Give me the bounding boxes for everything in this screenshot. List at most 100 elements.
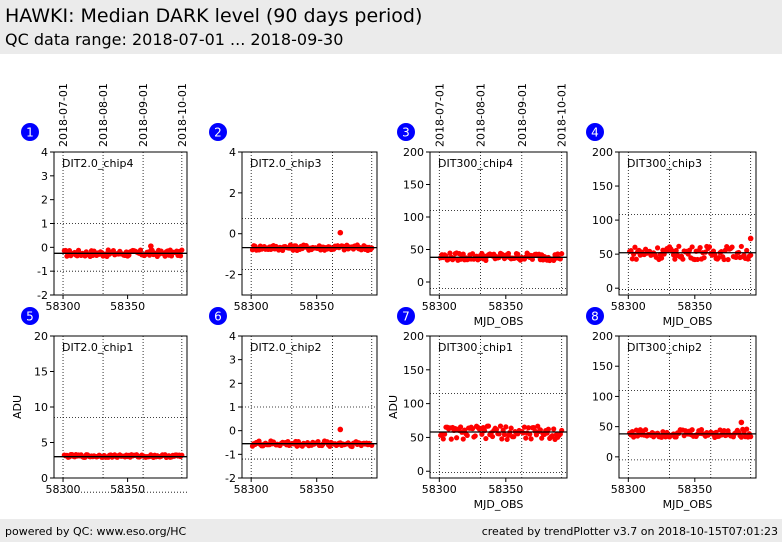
chart-panel-3: 0 50 100 150 200 58300 58350 MJD_OBS DIT300_chip… [397,83,569,328]
chart-panel-5: 0 5 10 15 20 58300 58350 ADU DIT2.0_chip1 5 [11,307,188,496]
x-tick-label: 58300 [422,300,457,313]
data-point [660,429,666,435]
panel-index-badge [21,307,39,325]
data-point [290,247,296,253]
data-point [537,427,543,433]
axes-frame [429,151,568,296]
y-tick-label: 50 [410,431,424,444]
data-point [744,426,750,432]
x-axis-label: MJD_OBS [474,498,524,511]
report-header: HAWKI: Median DARK level (90 days period… [0,0,782,54]
data-point [472,433,478,439]
data-point [521,424,528,430]
data-point [744,247,750,254]
data-point [545,426,551,432]
data-point [559,251,565,257]
panel-index-label: 1 [26,126,34,140]
x-tick-label: 58350 [299,300,334,313]
data-point-outlier [337,229,344,236]
x-tick-label: 58300 [611,300,646,313]
data-point [658,255,665,261]
y-tick-label: 2 [41,194,48,207]
x-tick-label: 58350 [677,483,712,496]
panel-label: DIT2.0_chip4 [62,157,133,170]
y-axis-label: ADU [387,395,400,419]
data-point [716,254,722,261]
panel-index-badge [586,307,604,325]
data-point [493,426,500,433]
data-point [748,434,754,440]
x-tick-label: 58300 [611,483,646,496]
data-point [629,256,635,262]
panel-index-badge [21,123,39,141]
panel-label: DIT2.0_chip2 [250,341,321,354]
y-tick-label: 3 [41,170,48,183]
axes-frame [618,335,757,479]
y-tick-label: 50 [599,421,613,434]
data-point [489,433,496,440]
panel-label: DIT300_chip2 [627,341,702,354]
x-tick-label: 58300 [422,483,457,496]
x-tick-label: 58350 [488,300,523,313]
data-point-outlier [148,243,154,249]
y-tick-label: 5 [41,437,48,450]
data-point [694,256,701,263]
data-point [177,253,184,259]
data-point [440,436,446,442]
data-point [485,423,492,429]
x-tick-label: 58300 [46,300,81,313]
panel-label: DIT300_chip4 [438,157,513,170]
data-point [697,245,703,251]
data-point [680,256,686,262]
y-tick-label: 10 [34,401,48,414]
axes-frame [618,151,757,296]
data-point [523,435,529,441]
chart-panel-6: -2 -1 0 1 2 3 4 58300 58350 DIT2.0_chip2 6 [209,307,378,496]
data-point [555,251,561,257]
y-tick-label: 1 [229,401,236,414]
data-point [479,431,485,437]
y-tick-label: 0 [229,425,236,438]
data-point [721,256,727,263]
data-point [66,247,73,254]
date-tick-label: 2018-08-01 [475,83,488,147]
y-tick-label: 0 [417,276,424,289]
y-tick-label: 200 [403,146,424,159]
y-tick-label: 4 [41,146,48,159]
data-point [457,424,464,430]
y-tick-label: 200 [592,330,613,343]
page-subtitle: QC data range: 2018-07-01 ... 2018-09-30 [5,30,344,49]
data-point-outlier [747,235,754,242]
data-point [505,250,512,257]
x-axis-label: MJD_OBS [663,498,713,511]
data-point [551,426,557,432]
y-tick-label: -1 [37,265,48,278]
y-tick-label: -2 [37,289,48,302]
data-point [633,256,639,262]
y-tick-label: 50 [410,244,424,257]
data-point [483,435,489,442]
y-tick-label: 100 [592,214,613,227]
data-point [511,434,517,440]
y-tick-label: 0 [41,241,48,254]
footer-generator: created by trendPlotter v3.7 on 2018-10-… [481,525,778,538]
data-point [162,253,168,259]
y-tick-label: 0 [229,228,236,241]
data-point [738,243,744,250]
data-point [464,432,470,438]
data-point [137,247,144,253]
data-point [629,428,635,435]
panel-index-label: 2 [214,126,222,140]
x-tick-label: 58300 [234,300,269,313]
data-point [447,250,453,256]
data-point [701,255,707,261]
panel-index-badge [586,123,604,141]
data-point [725,256,731,263]
date-tick-label: 2018-10-01 [556,83,569,147]
axes-frame [429,335,568,479]
y-axis-label: ADU [11,395,24,419]
data-point [508,425,514,431]
y-tick-label: 0 [606,451,613,464]
